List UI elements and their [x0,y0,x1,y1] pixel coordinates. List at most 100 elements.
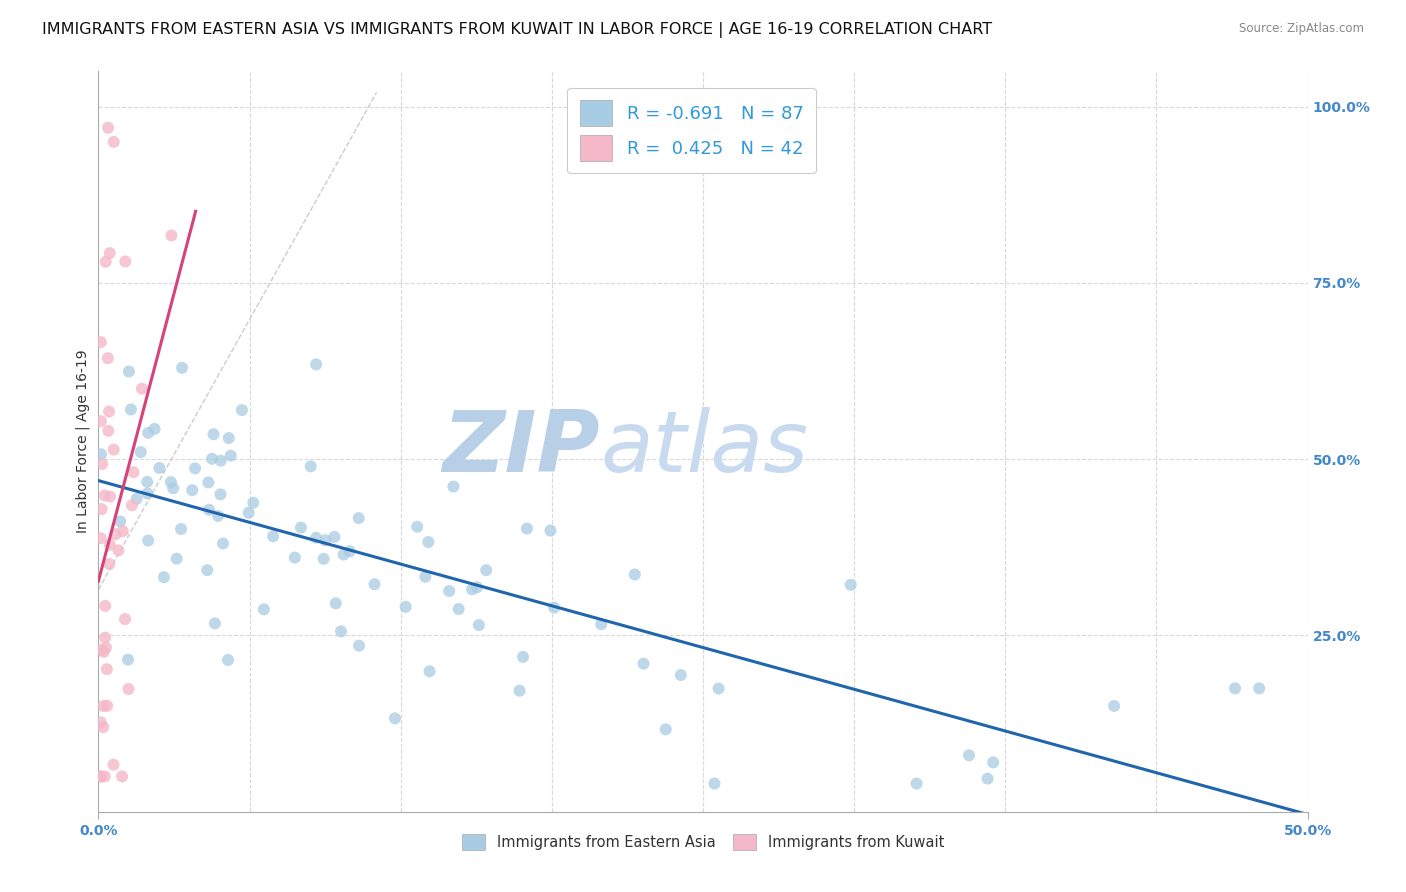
Point [839,578,862,592]
Point [91,698,114,713]
Point [162,481,184,495]
Point [703,776,725,790]
Point [160,228,183,243]
Point [136,425,159,440]
Point [90,334,112,349]
Point [262,529,284,543]
Point [98,246,121,260]
Point [120,402,142,417]
Point [148,461,170,475]
Point [90,769,112,783]
Point [325,596,347,610]
Point [332,548,354,562]
Point [117,653,139,667]
Text: Source: ZipAtlas.com: Source: ZipAtlas.com [1239,22,1364,36]
Point [114,254,136,268]
Point [136,486,159,500]
Point [238,506,260,520]
Point [97,120,120,135]
Point [1249,681,1271,696]
Point [94,769,117,783]
Point [447,602,470,616]
Point [118,365,141,379]
Point [981,756,1004,770]
Point [90,715,112,730]
Point [94,631,117,645]
Point [1223,681,1246,696]
Text: atlas: atlas [600,408,808,491]
Point [509,683,531,698]
Point [91,457,114,471]
Point [218,431,240,445]
Point [231,403,253,417]
Point [219,449,242,463]
Point [91,643,114,657]
Text: ZIP: ZIP [443,408,600,491]
Point [209,487,232,501]
Point [197,475,219,490]
Point [111,769,134,783]
Point [633,657,655,671]
Point [153,570,176,584]
Point [540,524,562,538]
Point [91,720,114,734]
Point [131,382,153,396]
Point [299,459,322,474]
Point [170,360,193,375]
Point [143,422,166,436]
Point [707,681,730,696]
Point [441,479,464,493]
Point [330,624,353,639]
Point [217,653,239,667]
Point [121,498,143,512]
Point [94,599,117,613]
Point [195,563,218,577]
Point [384,711,406,725]
Point [284,550,307,565]
Point [104,527,127,541]
Point [201,451,224,466]
Point [475,563,498,577]
Point [669,668,692,682]
Point [103,135,125,149]
Point [114,612,136,626]
Point [406,519,429,533]
Point [323,530,346,544]
Point [98,538,121,552]
Point [181,483,204,498]
Point [136,533,159,548]
Point [198,502,221,516]
Point [98,404,121,418]
Point [461,582,484,597]
Point [160,475,183,490]
Point [339,544,361,558]
Point [512,649,534,664]
Legend: Immigrants from Eastern Asia, Immigrants from Kuwait: Immigrants from Eastern Asia, Immigrants… [456,828,950,856]
Point [97,351,120,366]
Point [976,772,998,786]
Point [465,580,488,594]
Text: IMMIGRANTS FROM EASTERN ASIA VS IMMIGRANTS FROM KUWAIT IN LABOR FORCE | AGE 16-1: IMMIGRANTS FROM EASTERN ASIA VS IMMIGRAN… [42,22,993,38]
Point [305,357,328,371]
Point [97,424,120,438]
Point [623,567,645,582]
Point [347,511,370,525]
Point [90,447,112,461]
Point [207,508,229,523]
Point [516,522,538,536]
Point [94,254,117,268]
Point [96,662,118,676]
Point [107,543,129,558]
Point [347,639,370,653]
Point [184,461,207,475]
Point [543,600,565,615]
Point [418,535,440,549]
Point [108,515,131,529]
Point [468,618,491,632]
Point [136,475,159,489]
Point [242,496,264,510]
Point [93,645,115,659]
Point [204,616,226,631]
Point [166,551,188,566]
Point [202,427,225,442]
